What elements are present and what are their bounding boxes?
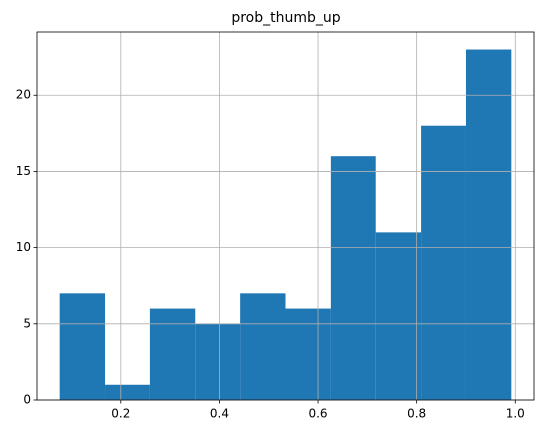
- bar: [421, 125, 466, 400]
- x-tick-label: 0.6: [308, 407, 327, 421]
- bar: [149, 308, 196, 400]
- y-tick-label: 15: [16, 164, 31, 178]
- y-tick-label: 10: [16, 240, 31, 254]
- bar: [105, 384, 150, 400]
- bar: [330, 156, 376, 400]
- bar: [285, 308, 331, 400]
- y-tick-label: 5: [23, 316, 31, 330]
- x-tick-label: 1.0: [506, 407, 525, 421]
- y-tick-label: 20: [16, 88, 31, 102]
- bar: [59, 293, 106, 400]
- bar: [465, 49, 512, 401]
- x-tick-label: 0.4: [210, 407, 229, 421]
- bar: [240, 293, 286, 400]
- chart-title: prob_thumb_up: [231, 10, 340, 26]
- x-tick-label: 0.2: [111, 407, 130, 421]
- x-tick-label: 0.8: [407, 407, 426, 421]
- y-tick-label: 0: [23, 393, 31, 407]
- plot-frame: [36, 31, 535, 401]
- bar: [195, 323, 241, 400]
- bar: [375, 232, 422, 400]
